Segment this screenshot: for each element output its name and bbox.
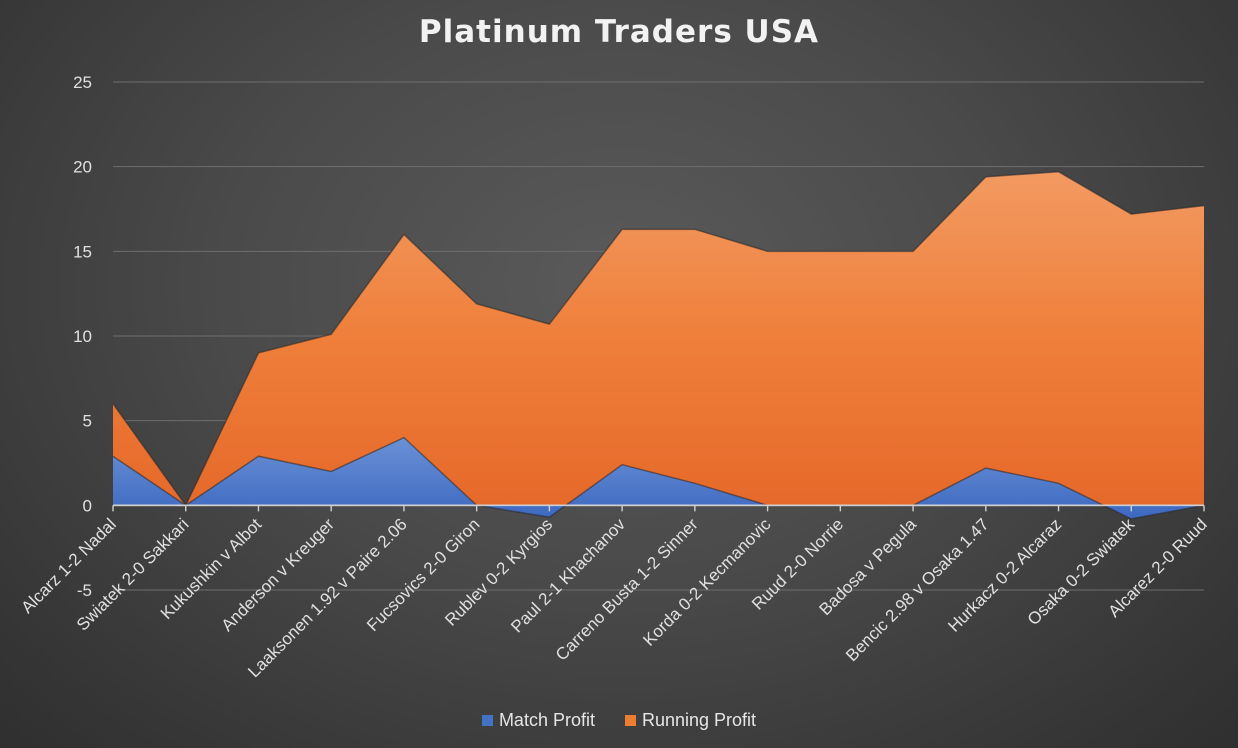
y-tick-label: 5 — [83, 412, 92, 431]
y-tick-label: 25 — [73, 73, 92, 92]
y-tick-label: 0 — [83, 496, 92, 515]
legend-item-running-profit: Running Profit — [624, 710, 757, 731]
y-axis-tick-labels: -5 0 5 10 15 20 25 — [73, 73, 92, 600]
x-tick-label: Carreno Busta 1-2 Sinner — [552, 514, 702, 664]
legend-label-match-profit: Match Profit — [498, 710, 595, 730]
legend: Match Profit Running Profit — [0, 710, 1238, 731]
chart-title: Platinum Traders USA — [418, 14, 820, 50]
series-areas — [112, 170, 1205, 520]
area-outline-running-profit — [112, 170, 1205, 507]
y-tick-label: 15 — [73, 242, 92, 261]
legend-item-match-profit: Match Profit — [481, 710, 595, 731]
legend-swatch-match-profit — [481, 715, 493, 726]
y-tick-label: 20 — [73, 158, 92, 177]
area-outline-match-profit — [112, 436, 1205, 520]
y-tick-label: -5 — [77, 581, 92, 600]
area-running-profit — [113, 171, 1204, 506]
x-tick-label: Korda 0-2 Kecmanovic — [639, 514, 774, 649]
legend-label-running-profit: Running Profit — [641, 710, 757, 730]
area-match-profit — [113, 437, 1204, 519]
legend-swatch-running-profit — [624, 715, 636, 726]
y-tick-label: 10 — [73, 327, 92, 346]
